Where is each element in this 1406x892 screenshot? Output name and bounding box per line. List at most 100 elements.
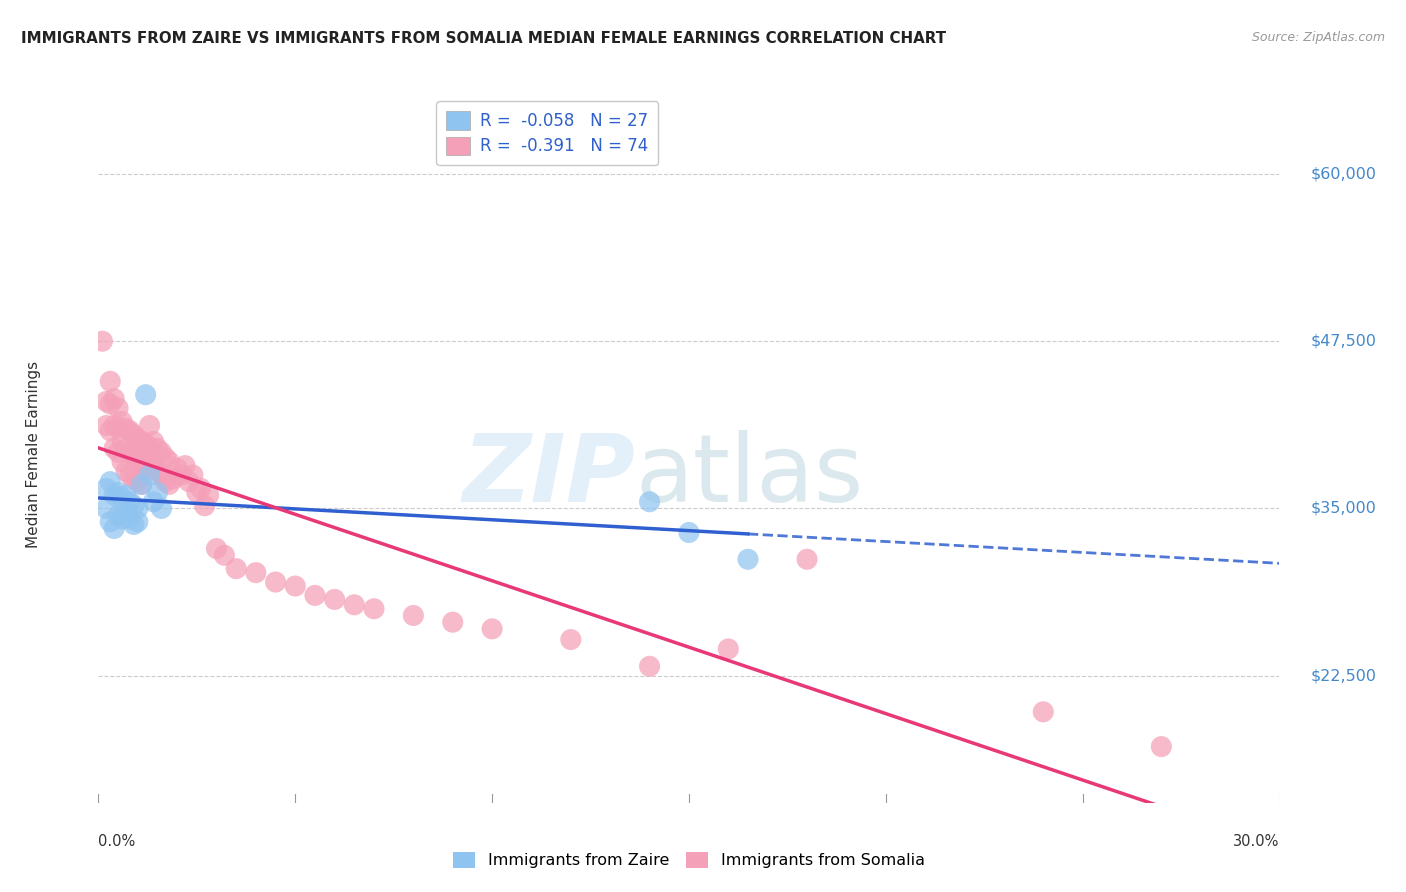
Point [96, 394, 118, 409]
Point [115, 421, 138, 435]
Point [157, 477, 180, 491]
Point [796, 552, 818, 566]
Point [363, 602, 385, 616]
Point [127, 432, 149, 446]
Point [115, 464, 138, 478]
Point [107, 485, 129, 500]
Point [131, 434, 153, 449]
Point [96, 482, 118, 496]
Point [155, 475, 177, 489]
Point [111, 512, 134, 526]
Point [190, 482, 212, 496]
Point [162, 472, 184, 486]
Point [91, 334, 114, 349]
Point [98, 475, 121, 489]
Point [122, 499, 145, 513]
Point [122, 472, 145, 486]
Point [142, 456, 165, 470]
Point [157, 455, 180, 469]
Point [118, 512, 141, 526]
Text: Source: ZipAtlas.com: Source: ZipAtlas.com [1251, 31, 1385, 45]
Point [138, 440, 160, 454]
Point [1150, 739, 1173, 754]
Text: 30.0%: 30.0% [1233, 834, 1279, 849]
Text: $35,000: $35,000 [1310, 501, 1376, 516]
Point [111, 434, 134, 449]
Point [717, 642, 740, 657]
Point [118, 424, 141, 438]
Point [138, 467, 160, 482]
Point [115, 442, 138, 455]
Point [118, 445, 141, 459]
Point [98, 397, 121, 411]
Point [127, 501, 149, 516]
Point [103, 521, 125, 535]
Point [122, 448, 145, 462]
Point [150, 467, 173, 482]
Point [737, 552, 759, 566]
Text: atlas: atlas [636, 430, 865, 522]
Point [103, 442, 125, 455]
Point [138, 461, 160, 475]
Point [127, 475, 149, 489]
Point [150, 445, 173, 459]
Point [115, 504, 138, 518]
Point [166, 461, 188, 475]
Point [225, 562, 247, 576]
Point [441, 615, 464, 630]
Point [678, 525, 700, 540]
Text: IMMIGRANTS FROM ZAIRE VS IMMIGRANTS FROM SOMALIA MEDIAN FEMALE EARNINGS CORRELAT: IMMIGRANTS FROM ZAIRE VS IMMIGRANTS FROM… [21, 31, 946, 46]
Point [186, 485, 208, 500]
Point [638, 494, 661, 508]
Point [98, 375, 121, 389]
Point [103, 418, 125, 433]
Point [174, 458, 197, 473]
Text: $22,500: $22,500 [1310, 668, 1376, 683]
Point [560, 632, 582, 647]
Point [115, 488, 138, 502]
Point [107, 401, 129, 416]
Point [103, 392, 125, 406]
Point [122, 517, 145, 532]
Point [111, 491, 134, 505]
Point [214, 548, 236, 563]
Point [142, 434, 165, 449]
Point [343, 598, 366, 612]
Text: ZIP: ZIP [463, 430, 636, 522]
Point [205, 541, 228, 556]
Point [118, 494, 141, 508]
Point [111, 414, 134, 429]
Point [103, 488, 125, 502]
Point [98, 424, 121, 438]
Text: 0.0%: 0.0% [98, 834, 135, 849]
Point [638, 659, 661, 673]
Point [245, 566, 267, 580]
Point [111, 455, 134, 469]
Point [122, 428, 145, 442]
Point [304, 589, 326, 603]
Text: Median Female Earnings: Median Female Earnings [25, 361, 41, 549]
Point [96, 501, 118, 516]
Point [107, 421, 129, 435]
Point [194, 499, 217, 513]
Point [98, 515, 121, 529]
Point [177, 475, 200, 489]
Point [481, 622, 503, 636]
Point [96, 418, 118, 433]
Point [323, 592, 346, 607]
Point [284, 579, 307, 593]
Point [118, 467, 141, 482]
Point [155, 450, 177, 465]
Point [146, 464, 169, 478]
Point [127, 515, 149, 529]
Point [1032, 705, 1054, 719]
Point [146, 442, 169, 455]
Point [135, 437, 157, 451]
Point [264, 575, 287, 590]
Point [197, 488, 219, 502]
Point [131, 477, 153, 491]
Point [131, 477, 153, 491]
Point [146, 485, 169, 500]
Point [107, 508, 129, 523]
Point [131, 455, 153, 469]
